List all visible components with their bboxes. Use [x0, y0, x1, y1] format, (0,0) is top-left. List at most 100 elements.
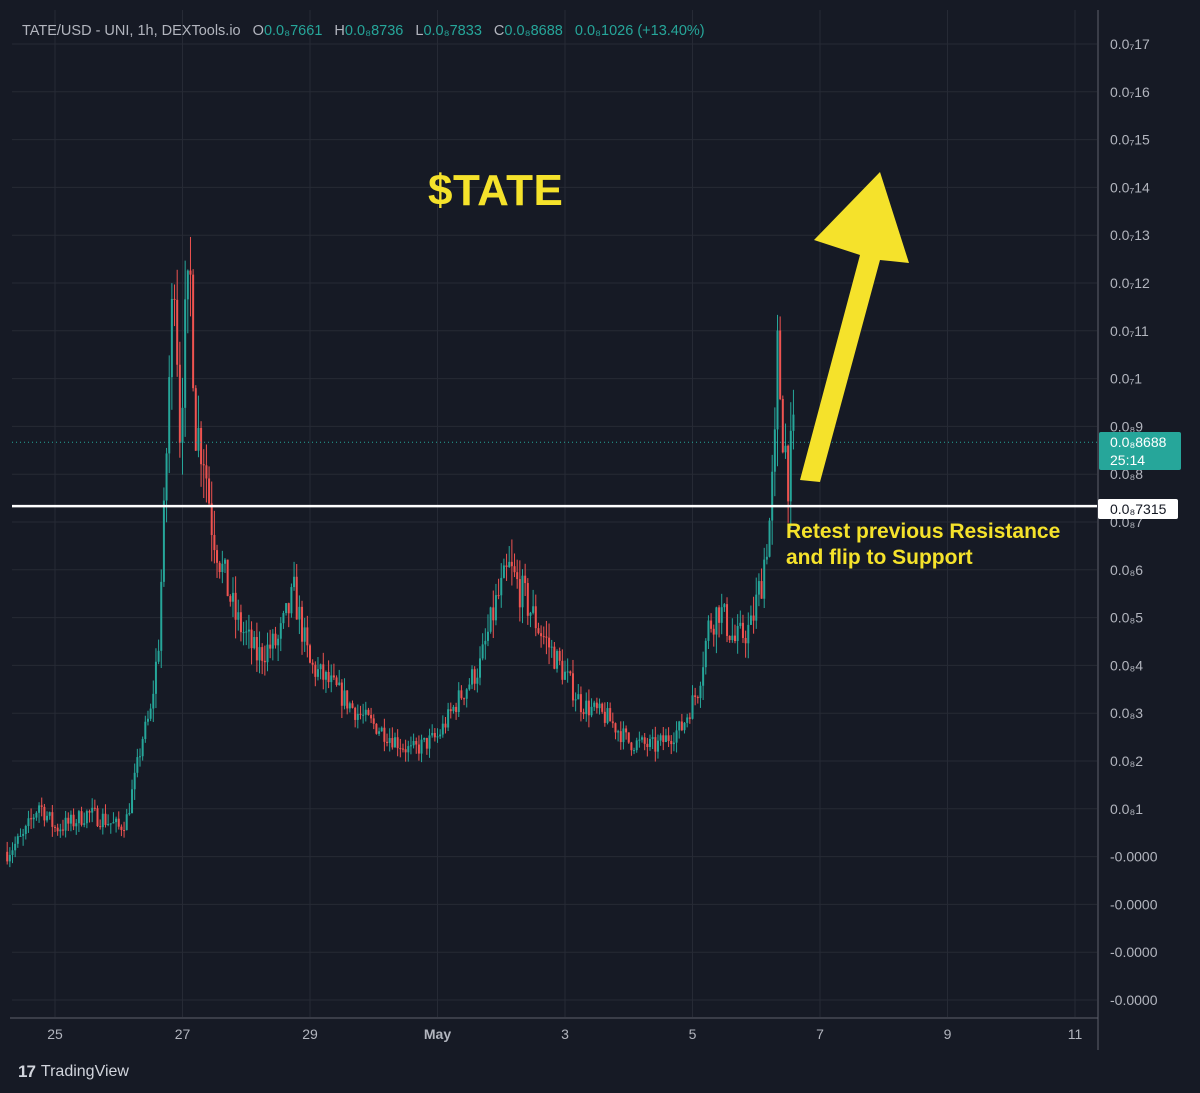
candle-body	[659, 735, 662, 741]
candle-body	[755, 594, 758, 621]
candle-body	[516, 572, 519, 580]
time-tick-label: 29	[302, 1026, 318, 1042]
candle-body	[234, 592, 237, 620]
current-price-label: 0.0₈8688	[1110, 434, 1167, 450]
tradingview-branding[interactable]: 17 TradingView	[18, 1062, 129, 1082]
candle-body	[678, 721, 681, 731]
candle-body	[54, 826, 56, 828]
candle-body	[401, 748, 404, 750]
candle-body	[354, 707, 357, 720]
candle-body	[386, 741, 389, 743]
candle-body	[579, 694, 582, 713]
candle-body	[279, 623, 282, 639]
candle-body	[372, 718, 375, 724]
candle-body	[149, 708, 152, 719]
candle-body	[80, 811, 83, 825]
annotation-line-1: Retest previous Resistance	[786, 520, 1061, 543]
candle-body	[680, 721, 683, 731]
candle-body	[32, 817, 35, 820]
time-tick-label: 11	[1068, 1026, 1083, 1042]
candle-body	[160, 581, 163, 651]
candle-body	[314, 664, 317, 677]
price-tick-label: 0.0₇11	[1110, 323, 1149, 339]
price-tick-label: 0.0₈3	[1110, 705, 1143, 721]
candle-body	[242, 632, 245, 634]
candle-body	[741, 622, 744, 638]
candle-body	[104, 813, 107, 825]
candle-body	[617, 731, 620, 733]
candle-body	[43, 806, 46, 821]
candle-body	[269, 644, 272, 649]
high-value: 0.0₈8736	[344, 23, 404, 39]
candle-body	[768, 520, 771, 557]
candle-body	[521, 575, 524, 608]
candle-body	[651, 737, 654, 739]
candle-body	[609, 708, 612, 722]
candle-body	[77, 811, 80, 824]
candle-body	[457, 690, 460, 713]
candle-body	[675, 730, 678, 743]
candle-body	[452, 706, 455, 712]
time-tick-label: 7	[816, 1026, 824, 1042]
candle-body	[356, 713, 359, 720]
time-tick-label: May	[424, 1026, 451, 1042]
price-tick-label: -0.0000	[1110, 849, 1158, 865]
candle-body	[107, 823, 110, 825]
candle-body	[181, 407, 184, 443]
candle-body	[293, 576, 296, 588]
price-tick-label: 0.0₇17	[1110, 36, 1150, 52]
candle-body	[723, 604, 726, 608]
candle-body	[569, 671, 572, 674]
open-value: 0.0₈7661	[263, 23, 323, 39]
candle-body	[465, 689, 468, 699]
candle-body	[91, 807, 94, 813]
candle-body	[380, 727, 383, 732]
time-tick-label: 9	[944, 1026, 952, 1042]
candle-body	[497, 595, 500, 597]
candle-body	[736, 626, 739, 642]
candle-body	[141, 739, 144, 757]
candle-body	[510, 561, 513, 567]
candle-body	[494, 595, 497, 621]
candle-body	[625, 728, 628, 733]
candle-body	[720, 607, 723, 623]
price-tick-label: 0.0₈8	[1110, 466, 1143, 482]
candle-body	[367, 709, 370, 715]
candle-body	[787, 445, 790, 502]
candle-body	[48, 812, 51, 816]
candle-body	[202, 464, 205, 466]
candle-body	[61, 829, 64, 831]
candle-body	[558, 651, 561, 661]
price-tick-label: 0.0₈6	[1110, 562, 1143, 578]
candle-body	[290, 587, 293, 614]
candle-body	[486, 631, 489, 641]
candle-body	[30, 818, 33, 820]
candle-body	[606, 708, 609, 723]
candle-body	[587, 700, 590, 716]
candle-body	[508, 561, 511, 568]
price-tick-label: -0.0000	[1110, 944, 1158, 960]
annotation-line-2: and flip to Support	[786, 546, 973, 569]
candle-body	[46, 815, 49, 821]
candle-body	[710, 620, 713, 629]
candle-body	[40, 805, 43, 807]
candle-body	[378, 731, 381, 734]
candle-body	[444, 723, 447, 728]
candle-body	[492, 607, 495, 621]
time-tick-label: 27	[175, 1026, 191, 1042]
candle-body	[638, 739, 641, 741]
price-tick-label: 0.0₇15	[1110, 132, 1150, 148]
candle-body	[335, 677, 338, 685]
candle-body	[784, 445, 787, 453]
candle-body	[564, 671, 566, 680]
candle-body	[295, 576, 298, 620]
candle-body	[205, 465, 208, 479]
candle-body	[556, 651, 559, 669]
candle-body	[500, 577, 503, 596]
candle-body	[391, 738, 394, 748]
candle-body	[221, 563, 224, 573]
open-key: O	[252, 23, 264, 39]
candle-body	[532, 606, 535, 613]
candle-body	[574, 699, 577, 701]
